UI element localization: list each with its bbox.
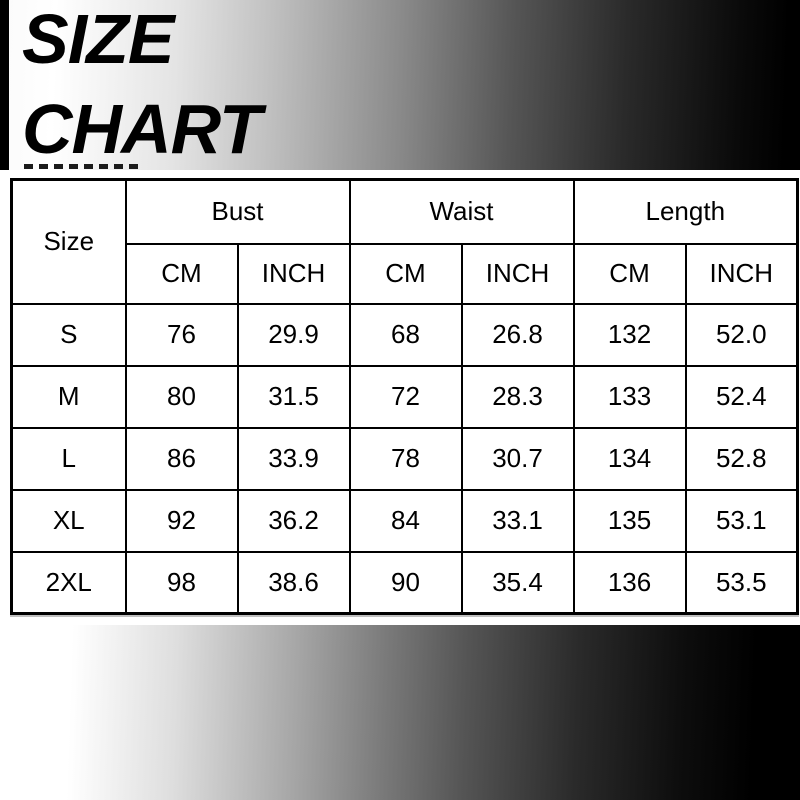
table-row-xl: XL 92 36.2 84 33.1 135 53.1 [10,488,799,553]
cell-length-inch: 53.5 [684,550,799,615]
cell-length-cm: 134 [572,426,687,491]
size-label: S [10,302,127,367]
table-row-s: S 76 29.9 68 26.8 132 52.0 [10,302,799,367]
header-waist-cm: CM [348,242,463,305]
size-label: M [10,364,127,429]
cell-waist-inch: 35.4 [460,550,575,615]
cell-waist-cm: 78 [348,426,463,491]
cell-waist-inch: 33.1 [460,488,575,553]
header-length-cm: CM [572,242,687,305]
header-length-inch: INCH [684,242,799,305]
table-plate: Size Bust Waist Length CM INCH CM INCH C… [0,170,800,625]
cell-bust-cm: 92 [124,488,239,553]
header-bust: Bust [124,178,351,245]
cell-length-cm: 132 [572,302,687,367]
bottom-gradient-background [0,625,800,800]
cell-waist-cm: 90 [348,550,463,615]
header-size: Size [10,178,127,305]
cell-bust-inch: 33.9 [236,426,351,491]
cell-bust-inch: 31.5 [236,364,351,429]
title-size: SIZE [22,0,175,78]
cell-bust-cm: 80 [124,364,239,429]
cell-bust-cm: 98 [124,550,239,615]
size-table: Size Bust Waist Length CM INCH CM INCH C… [10,178,800,615]
cell-waist-inch: 30.7 [460,426,575,491]
cell-length-inch: 52.8 [684,426,799,491]
cell-bust-cm: 76 [124,302,239,367]
cell-length-cm: 136 [572,550,687,615]
cell-bust-inch: 38.6 [236,550,351,615]
cell-waist-inch: 28.3 [460,364,575,429]
header-waist: Waist [348,178,575,245]
cell-length-inch: 52.0 [684,302,799,367]
table-header-units: CM INCH CM INCH CM INCH [12,242,799,305]
table-row-2xl: 2XL 98 38.6 90 35.4 136 53.5 [10,550,799,615]
cell-bust-inch: 29.9 [236,302,351,367]
cell-waist-cm: 84 [348,488,463,553]
cell-waist-cm: 72 [348,364,463,429]
cell-length-inch: 52.4 [684,364,799,429]
size-label: 2XL [10,550,127,615]
clipped-text-remnant [24,164,142,169]
table-row-m: M 80 31.5 72 28.3 133 52.4 [10,364,799,429]
top-gradient-background: SIZE CHART [0,0,800,170]
left-black-strip [0,0,9,170]
cell-waist-cm: 68 [348,302,463,367]
table-header-groups: Size Bust Waist Length [10,178,799,305]
header-waist-inch: INCH [460,242,575,305]
cell-waist-inch: 26.8 [460,302,575,367]
cell-length-cm: 135 [572,488,687,553]
title-chart: CHART [22,90,262,168]
cell-length-inch: 53.1 [684,488,799,553]
cell-bust-inch: 36.2 [236,488,351,553]
header-bust-inch: INCH [236,242,351,305]
header-bust-cm: CM [124,242,239,305]
size-label: XL [10,488,127,553]
header-length: Length [572,178,799,245]
size-label: L [10,426,127,491]
table-row-l: L 86 33.9 78 30.7 134 52.8 [10,426,799,491]
cell-bust-cm: 86 [124,426,239,491]
cell-length-cm: 133 [572,364,687,429]
